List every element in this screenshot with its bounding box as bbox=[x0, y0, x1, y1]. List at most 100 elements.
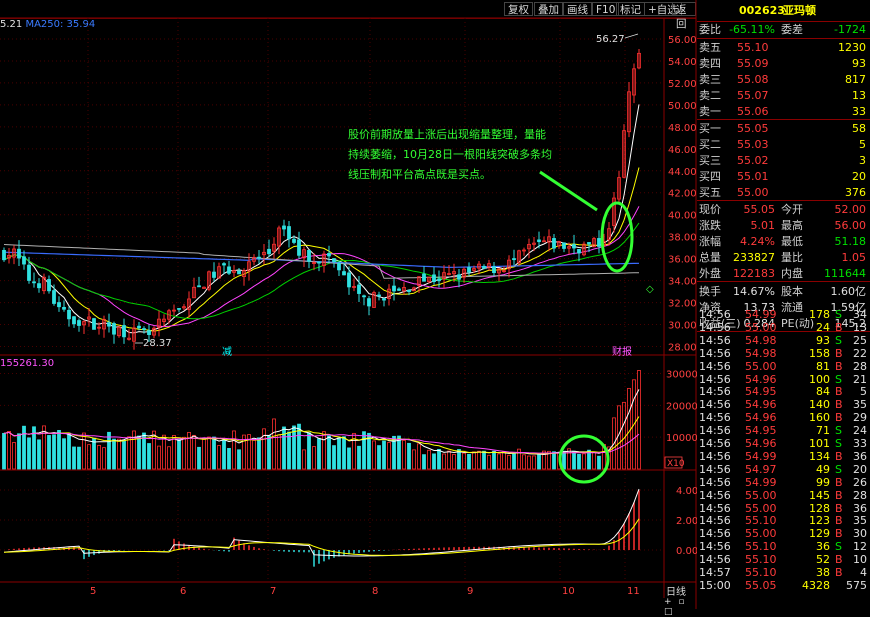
tick-price: 54.96 bbox=[745, 372, 777, 386]
volume-bar bbox=[107, 431, 111, 470]
candle-body bbox=[187, 298, 191, 310]
ask-price: 55.09 bbox=[737, 57, 769, 70]
volume-bar bbox=[297, 423, 301, 470]
tick-row: 14:56 54.97 49 S 20 bbox=[697, 463, 870, 476]
tick-time: 14:56 bbox=[699, 462, 731, 476]
bid-price: 55.03 bbox=[737, 138, 769, 151]
candle-body bbox=[72, 316, 76, 325]
candle-body bbox=[357, 284, 361, 294]
tick-count: 30 bbox=[853, 527, 867, 541]
candle-body bbox=[92, 318, 96, 330]
candle-body bbox=[112, 323, 116, 335]
volume-bar bbox=[267, 435, 271, 470]
tick-time: 14:56 bbox=[699, 475, 731, 489]
volume-bar bbox=[302, 449, 306, 470]
macd-dif-line bbox=[3, 488, 640, 557]
volume-bar bbox=[62, 438, 66, 470]
volume-bar bbox=[177, 439, 181, 470]
candle-body bbox=[162, 318, 166, 322]
kline-chart[interactable]: 56.0054.0052.0050.0048.0046.0044.0042.00… bbox=[0, 0, 697, 609]
bid-label: 买四 bbox=[699, 170, 721, 183]
fundamental-value: 14.67% bbox=[733, 285, 775, 298]
candle-body bbox=[382, 298, 386, 301]
tick-row: 14:56 55.00 128 B 36 bbox=[697, 502, 870, 515]
volume-bar bbox=[362, 431, 366, 470]
candle-body bbox=[77, 320, 81, 326]
tick-row: 14:56 55.10 52 B 10 bbox=[697, 553, 870, 566]
volume-bar bbox=[372, 440, 376, 470]
volume-bar bbox=[142, 432, 146, 470]
stat-label: 总量 bbox=[699, 251, 721, 264]
low-price-label: 28.37 bbox=[143, 338, 172, 349]
breakout-highlight-circle bbox=[600, 201, 634, 273]
bid-row: 买五 55.00 376 bbox=[697, 185, 870, 201]
tick-count: 22 bbox=[853, 346, 867, 360]
tick-volume: 158 bbox=[809, 346, 830, 360]
tick-volume: 140 bbox=[809, 398, 830, 412]
tick-time: 14:56 bbox=[699, 372, 731, 386]
volume-bar bbox=[42, 425, 46, 470]
price-tick-label: 52.00 bbox=[668, 79, 697, 90]
overlay-button[interactable]: 叠加 bbox=[534, 2, 563, 16]
candle-body bbox=[637, 52, 641, 69]
stock-header: 002623 亚玛顿 bbox=[697, 2, 870, 20]
ask-price: 55.06 bbox=[737, 105, 769, 118]
stat-row: 涨跌 5.01 最高 56.00 bbox=[697, 218, 870, 234]
volume-bar bbox=[387, 442, 391, 470]
tick-volume: 123 bbox=[809, 514, 830, 528]
ask-volume: 1230 bbox=[838, 41, 866, 54]
tick-row: 14:56 54.99 178 S 34 bbox=[697, 308, 870, 321]
candle-body bbox=[507, 259, 511, 270]
candle-body bbox=[467, 267, 471, 273]
f10-button[interactable]: F10 bbox=[592, 2, 620, 16]
tick-time: 14:56 bbox=[699, 488, 731, 502]
volume-highlight-circle bbox=[558, 434, 610, 484]
volume-bar bbox=[407, 442, 411, 470]
candle-body bbox=[607, 228, 611, 240]
daily-tab[interactable]: 日线 bbox=[666, 587, 686, 598]
volume-scale-label: X10 bbox=[667, 459, 685, 469]
fuquan-button[interactable]: 复权 bbox=[504, 2, 533, 16]
candle-body bbox=[302, 249, 306, 259]
tick-volume: 128 bbox=[809, 501, 830, 515]
stat-label: 今开 bbox=[781, 203, 803, 216]
candle-body bbox=[552, 238, 556, 249]
volume-bar bbox=[87, 444, 91, 470]
volume-bar bbox=[412, 449, 416, 470]
volume-bar bbox=[242, 434, 246, 470]
price-tick-label: 28.00 bbox=[668, 343, 697, 354]
tick-side: S bbox=[835, 462, 842, 476]
candle-body bbox=[417, 276, 421, 286]
ask-row: 卖四 55.09 93 bbox=[697, 56, 870, 72]
candle-body bbox=[192, 286, 196, 299]
draw-line-button[interactable]: 画线 bbox=[563, 2, 592, 16]
macd-dea-line bbox=[3, 518, 640, 556]
tick-volume: 24 bbox=[816, 320, 830, 334]
price-tick-label: 36.00 bbox=[668, 255, 697, 266]
volume-bar bbox=[537, 454, 541, 470]
candle-body bbox=[137, 325, 141, 329]
candle-body bbox=[572, 244, 576, 249]
candle-body bbox=[47, 279, 51, 292]
candle-body bbox=[217, 266, 221, 279]
price-tick-label: 32.00 bbox=[668, 299, 697, 310]
candle-body bbox=[152, 327, 156, 336]
candle-body bbox=[427, 276, 431, 283]
candle-body bbox=[167, 310, 171, 320]
bid-price: 55.05 bbox=[737, 122, 769, 135]
ask-label: 卖五 bbox=[699, 41, 721, 54]
moving-average-lines bbox=[3, 104, 640, 334]
bid-row: 买一 55.05 58 bbox=[697, 121, 870, 137]
zoom-controls[interactable]: + ▫ □ bbox=[664, 597, 687, 617]
date-tick-label: 10 bbox=[562, 586, 575, 597]
candle-body bbox=[222, 263, 226, 266]
add-watchlist-button[interactable]: +自选 bbox=[644, 2, 682, 16]
volume-bar bbox=[77, 446, 81, 470]
stock-code: 002623 bbox=[739, 4, 785, 17]
volume-legend: 155261.30 bbox=[0, 358, 55, 369]
volume-bar bbox=[102, 447, 106, 470]
candle-body bbox=[342, 271, 346, 276]
candle-body bbox=[7, 255, 11, 259]
tick-side: B bbox=[835, 501, 843, 515]
candle-body bbox=[122, 325, 126, 338]
